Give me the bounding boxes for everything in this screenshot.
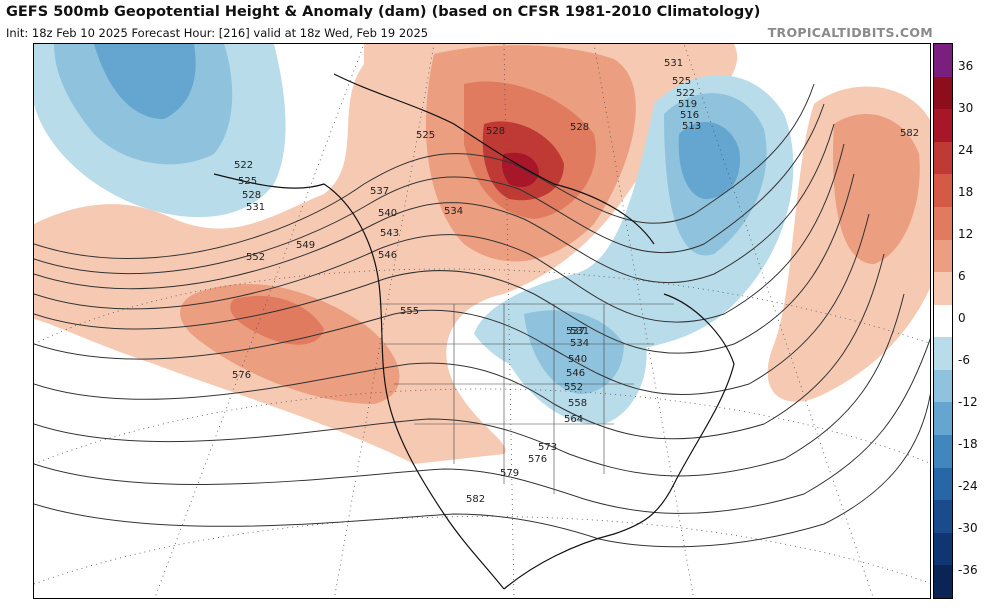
coastlines [213, 73, 735, 590]
contour-label: 528 [486, 126, 505, 137]
contour-label: 534 [570, 338, 589, 349]
colorbar-label: 12 [958, 227, 974, 241]
contour-label: 582 [466, 494, 485, 505]
negative-anomaly-regions [34, 44, 794, 425]
contour-label: 522 [676, 88, 695, 99]
contour-label: 531 [246, 202, 265, 213]
contour-label: 552 [246, 252, 265, 263]
contour-label: 513 [682, 121, 701, 132]
contour-label: 546 [566, 368, 585, 379]
contour-label: 525 [416, 130, 435, 141]
colorbar-swatch [934, 337, 952, 371]
contour-label: 576 [528, 454, 547, 465]
colorbar-swatch [934, 174, 952, 208]
contour-label: 564 [564, 414, 583, 425]
colorbar-swatch [934, 304, 952, 338]
contour-label: 537 [370, 186, 389, 197]
colorbar-label: 6 [958, 269, 966, 283]
contour-labels: 531 525 522 519 516 513 582 522 525 528 … [232, 58, 919, 505]
colorbar-swatch [934, 239, 952, 273]
contour-label: 549 [296, 240, 315, 251]
contour-label: 540 [568, 354, 587, 365]
colorbar-label: 36 [958, 59, 974, 73]
contour-label: 522 [234, 160, 253, 171]
colorbar-swatch [934, 141, 952, 175]
colorbar-label: -36 [958, 563, 978, 577]
contour-label: 534 [444, 206, 463, 217]
colorbar-swatch [934, 109, 952, 143]
anomaly-map: 531 525 522 519 516 513 582 522 525 528 … [33, 43, 931, 599]
map-subtitle: Init: 18z Feb 10 2025 Forecast Hour: [21… [6, 26, 429, 40]
height-contours [34, 83, 930, 548]
colorbar-label: -24 [958, 479, 978, 493]
colorbar-swatch [934, 532, 952, 566]
contour-label: 555 [400, 306, 419, 317]
brand-watermark: TROPICALTIDBITS.COM [767, 25, 933, 40]
colorbar-label: 30 [958, 101, 974, 115]
contour-label: 558 [568, 398, 587, 409]
contour-label: 540 [378, 208, 397, 219]
contour-label: 525 [238, 176, 257, 187]
contour-label: 537 [566, 326, 585, 337]
colorbar-swatch [934, 467, 952, 501]
colorbar-swatch [934, 565, 952, 599]
colorbar-label: -6 [958, 353, 970, 367]
latlon-grid [34, 44, 930, 598]
colorbar-swatch [934, 206, 952, 241]
colorbar-label: 24 [958, 143, 974, 157]
contour-label: 573 [538, 442, 557, 453]
colorbar-label: 18 [958, 185, 974, 199]
colorbar-swatch [934, 44, 952, 78]
colorbar-label: -18 [958, 437, 978, 451]
state-borders [379, 303, 674, 494]
positive-anomaly-regions [34, 44, 930, 464]
contour-label: 531 [664, 58, 683, 69]
colorbar-label: -12 [958, 395, 978, 409]
contour-label: 528 [242, 190, 261, 201]
colorbar-swatch [934, 272, 952, 306]
contour-label: 546 [378, 250, 397, 261]
colorbar-swatch [934, 76, 952, 110]
contour-label: 528 [570, 122, 589, 133]
colorbar-swatch [934, 435, 952, 469]
contour-label: 519 [678, 99, 697, 110]
colorbar-label: 0 [958, 311, 966, 325]
colorbar-swatch [934, 369, 952, 403]
colorbar-label: -30 [958, 521, 978, 535]
contour-label: 525 [672, 76, 691, 87]
colorbar-swatch [934, 500, 952, 534]
contour-label: 531 [570, 326, 589, 337]
colorbar-swatch [934, 402, 952, 436]
anomaly-colorbar [933, 43, 953, 599]
contour-label: 543 [380, 228, 399, 239]
contour-label: 552 [564, 382, 583, 393]
contour-label: 582 [900, 128, 919, 139]
contour-label: 516 [680, 110, 699, 121]
contour-label: 579 [500, 468, 519, 479]
map-title: GEFS 500mb Geopotential Height & Anomaly… [6, 4, 761, 20]
contour-label: 576 [232, 370, 251, 381]
